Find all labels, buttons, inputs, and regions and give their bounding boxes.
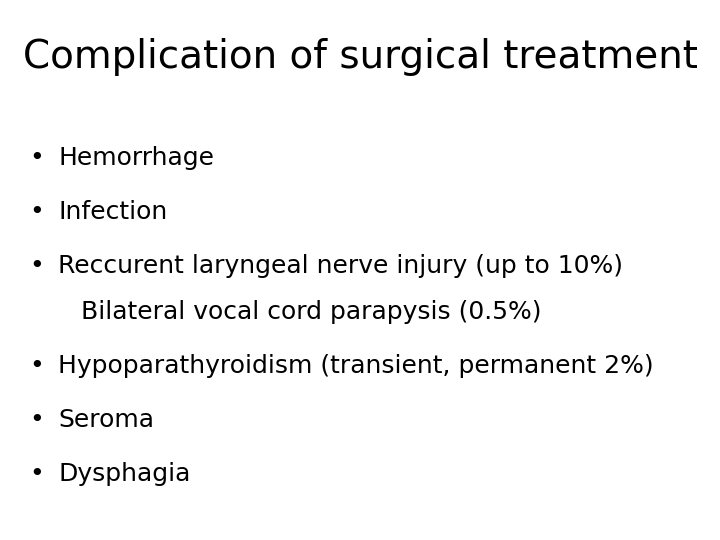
Text: Hypoparathyroidism (transient, permanent 2%): Hypoparathyroidism (transient, permanent… <box>58 354 654 377</box>
Text: •: • <box>29 254 44 278</box>
Text: Infection: Infection <box>58 200 167 224</box>
Text: Complication of surgical treatment: Complication of surgical treatment <box>23 38 698 76</box>
Text: Reccurent laryngeal nerve injury (up to 10%): Reccurent laryngeal nerve injury (up to … <box>58 254 623 278</box>
Text: Hemorrhage: Hemorrhage <box>58 146 214 170</box>
Text: •: • <box>29 408 44 431</box>
Text: Dysphagia: Dysphagia <box>58 462 191 485</box>
Text: Seroma: Seroma <box>58 408 154 431</box>
Text: •: • <box>29 200 44 224</box>
Text: Bilateral vocal cord parapysis (0.5%): Bilateral vocal cord parapysis (0.5%) <box>81 300 542 323</box>
Text: •: • <box>29 462 44 485</box>
Text: •: • <box>29 146 44 170</box>
Text: •: • <box>29 354 44 377</box>
